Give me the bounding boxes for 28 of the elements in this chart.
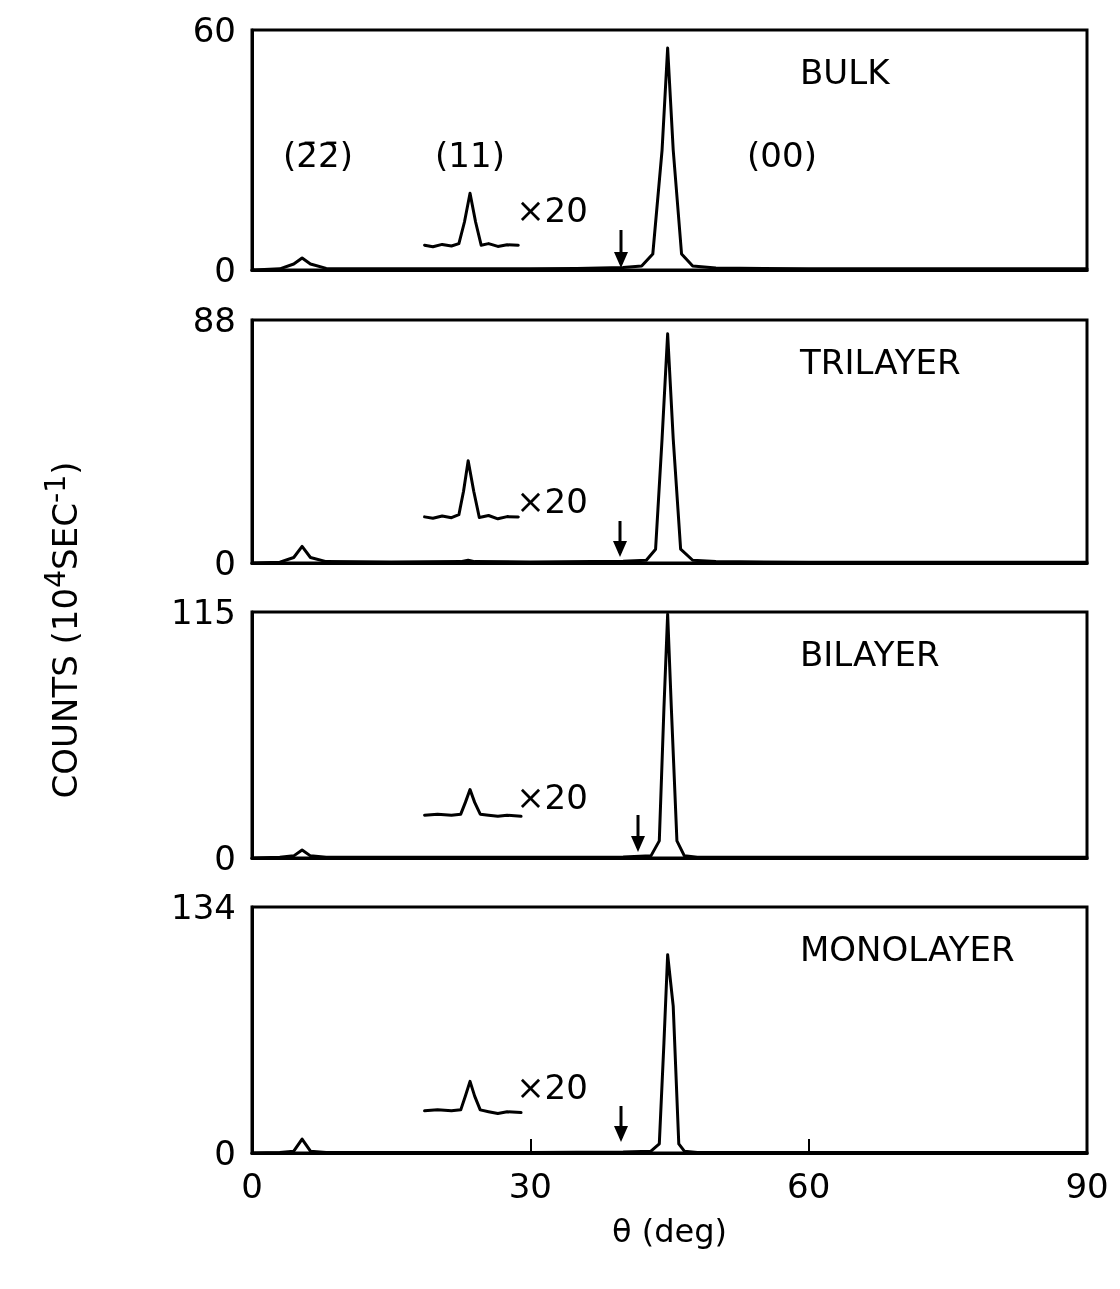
y-tick-label: 0 <box>214 838 236 878</box>
annotation: ×20 <box>516 777 588 817</box>
y-tick-label: 0 <box>214 250 236 290</box>
line-series <box>423 191 520 249</box>
annotation: ×20 <box>516 481 588 521</box>
line-series <box>423 788 523 818</box>
annotation: (11) <box>435 135 505 175</box>
line-series <box>423 459 520 521</box>
y-tick-label: 60 <box>192 10 236 50</box>
annotation: ×20 <box>516 1067 588 1107</box>
x-tick-label: 30 <box>508 1166 552 1206</box>
y-tick-label: 88 <box>192 300 236 340</box>
x-tick-label: 0 <box>241 1166 263 1206</box>
text: TRILAYER <box>799 342 961 382</box>
annotation: (2̄2̄) <box>283 135 353 175</box>
x-tick-label: 60 <box>787 1166 831 1206</box>
text: MONOLAYER <box>800 929 1015 969</box>
y-tick-label: 0 <box>214 543 236 583</box>
annotation: ×20 <box>516 190 588 230</box>
annotation: (00) <box>747 135 817 175</box>
y-tick-label: 134 <box>171 887 236 927</box>
x-axis-title: θ (deg) <box>611 1212 728 1250</box>
text: BILAYER <box>800 634 940 674</box>
text: BULK <box>800 52 892 92</box>
y-tick-label: 0 <box>214 1133 236 1173</box>
line-series <box>423 1079 523 1116</box>
y-tick-label: 115 <box>171 592 236 632</box>
x-tick-label: 90 <box>1065 1166 1109 1206</box>
